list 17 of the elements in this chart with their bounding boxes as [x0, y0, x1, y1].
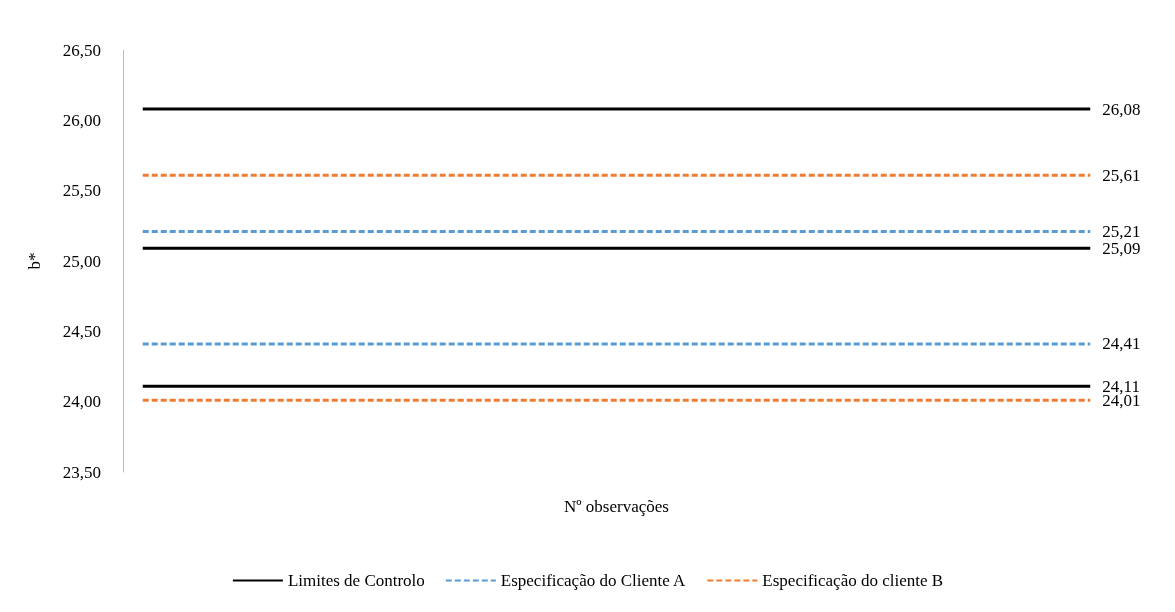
y-tick-label: 25,50	[62, 181, 101, 201]
data-label: 26,08	[1102, 99, 1141, 119]
y-axis-title: b*	[25, 252, 44, 270]
y-tick-label: 23,50	[62, 462, 101, 482]
y-tick-label: 24,50	[62, 321, 101, 341]
x-axis-title: Nº observações	[564, 497, 669, 516]
data-label: 24,41	[1102, 334, 1141, 354]
legend-label: Especificação do Cliente A	[500, 571, 687, 590]
y-tick-label: 26,50	[62, 40, 101, 60]
y-tick-label: 24,00	[62, 392, 101, 412]
y-tick-label: 26,00	[62, 110, 101, 130]
y-tick-label: 25,00	[62, 251, 101, 271]
data-label: 25,09	[1102, 238, 1141, 258]
legend-label: Especificação do cliente B	[762, 571, 944, 590]
data-label: 25,21	[1102, 221, 1141, 241]
data-label: 25,61	[1102, 165, 1141, 185]
legend-label: Limites de Controlo	[287, 571, 425, 590]
